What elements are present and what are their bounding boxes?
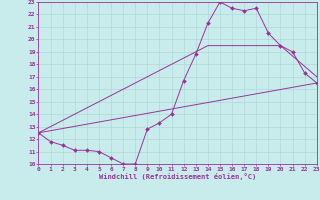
- X-axis label: Windchill (Refroidissement éolien,°C): Windchill (Refroidissement éolien,°C): [99, 173, 256, 180]
